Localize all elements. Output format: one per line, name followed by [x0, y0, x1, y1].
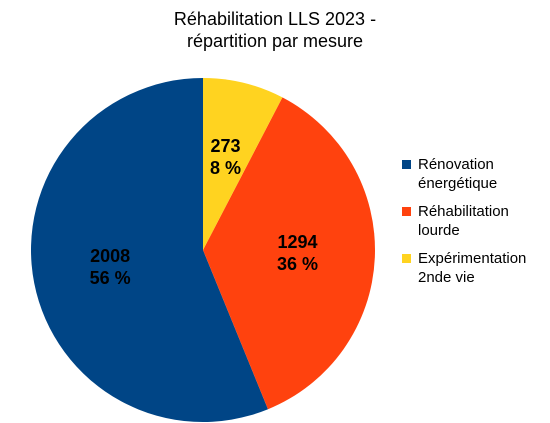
pie-slice: [203, 97, 375, 410]
legend-swatch: [402, 254, 411, 263]
legend-label: Rénovation énergétique: [418, 156, 498, 192]
pie-slice: [31, 78, 269, 422]
legend-item: Réhabilitation lourde: [402, 202, 547, 240]
slice-value-label: 273: [210, 136, 240, 156]
pie-slice: [203, 78, 283, 250]
slice-percent-label: 36 %: [277, 254, 318, 274]
legend-label: Expérimentation 2nde vie: [418, 250, 527, 286]
slice-percent-label: 8 %: [210, 158, 241, 178]
chart-title: Réhabilitation LLS 2023 - répartition pa…: [173, 9, 377, 51]
slice-percent-label: 56 %: [90, 268, 131, 288]
legend-label: Réhabilitation lourde: [418, 203, 509, 239]
legend-swatch: [402, 160, 411, 169]
slice-value-label: 1294: [277, 232, 317, 252]
legend-item: Rénovation énergétique: [402, 155, 547, 193]
legend-swatch: [402, 207, 411, 216]
legend-item: Expérimentation 2nde vie: [402, 249, 547, 287]
slice-value-label: 2008: [90, 246, 130, 266]
